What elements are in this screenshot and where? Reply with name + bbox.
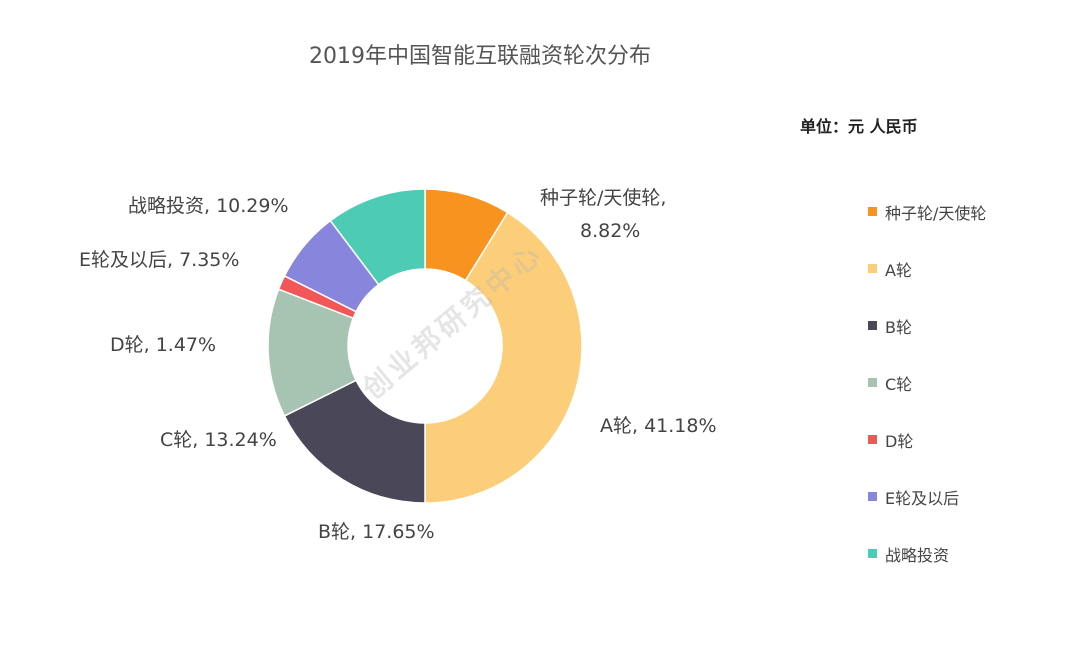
legend-item-4: D轮 (868, 411, 986, 468)
legend-item-5: E轮及以后 (868, 468, 986, 525)
legend-swatch (868, 321, 877, 330)
legend-swatch (868, 435, 877, 444)
legend-label: E轮及以后 (885, 488, 960, 508)
legend-swatch (868, 207, 877, 216)
data-label-6: 战略投资, 10.29% (128, 195, 289, 217)
legend-item-1: A轮 (868, 240, 986, 297)
legend-item-0: 种子轮/天使轮 (868, 183, 986, 240)
slice-1 (424, 211, 583, 504)
data-label-4: D轮, 1.47% (110, 334, 216, 356)
legend-swatch (868, 492, 877, 501)
legend-label: B轮 (885, 317, 912, 337)
slice-6 (329, 188, 426, 286)
data-label-3: C轮, 13.24% (160, 429, 277, 451)
legend-label: C轮 (885, 374, 913, 394)
legend-swatch (868, 378, 877, 387)
legend-swatch (868, 264, 877, 273)
legend-label: A轮 (885, 260, 912, 280)
legend-item-2: B轮 (868, 297, 986, 354)
legend-label: 种子轮/天使轮 (885, 203, 987, 223)
legend: 种子轮/天使轮 A轮 B轮 C轮 D轮 E轮及以后战略投资 (868, 183, 986, 582)
legend-item-6: 战略投资 (868, 525, 986, 582)
legend-swatch (868, 549, 877, 558)
legend-label: D轮 (885, 431, 914, 451)
chart-title: 2019年中国智能互联融资轮次分布 (309, 44, 651, 69)
data-label-1: A轮, 41.18% (600, 415, 717, 437)
slice-2 (283, 379, 426, 504)
legend-label: 战略投资 (885, 545, 950, 565)
data-label-2: B轮, 17.65% (318, 521, 435, 543)
data-label-5: E轮及以后, 7.35% (79, 249, 239, 271)
unit-label: 单位：元 人民币 (800, 117, 918, 136)
data-label-0: 种子轮/天使轮, 8.82% (540, 187, 666, 242)
legend-item-3: C轮 (868, 354, 986, 411)
